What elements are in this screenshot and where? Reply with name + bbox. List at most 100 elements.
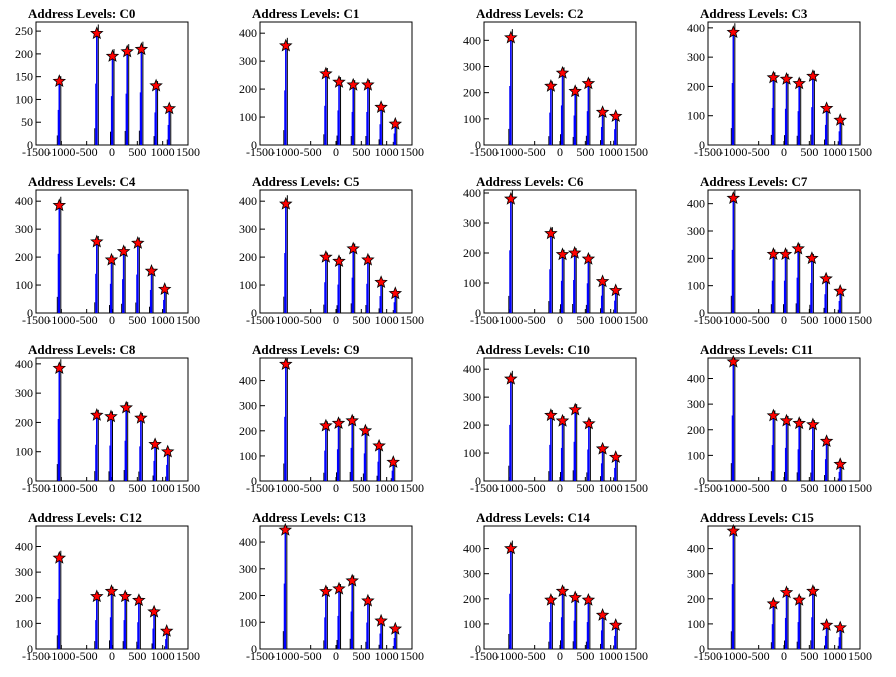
x-tick-label: -1500	[22, 481, 50, 495]
peak-marker	[792, 593, 806, 606]
peak-marker	[806, 584, 820, 597]
subplot-c14: Address Levels: C14 0 100 200 300 400 -1500-10…	[463, 510, 648, 663]
subplot-c11: Address Levels: C11 0 100 200 300 400 -1500-10…	[687, 342, 872, 495]
x-tick-label: 500	[128, 313, 146, 327]
x-tick-label: 500	[352, 145, 370, 159]
subplot-title: Address Levels: C11	[700, 342, 813, 357]
peak-marker	[819, 101, 834, 115]
x-tick-label: 1500	[848, 145, 872, 159]
subplot-c6: Address Levels: C6 0 100 200 300 400 -1500-100…	[463, 174, 648, 327]
peak-marker	[595, 274, 610, 288]
peak-marker	[833, 284, 847, 297]
peak-marker	[544, 408, 558, 422]
x-tick-label: -1000	[495, 145, 523, 159]
subplot-title: Address Levels: C10	[476, 342, 590, 357]
y-tick-label: 400	[687, 372, 705, 386]
y-tick-label: 400	[239, 374, 257, 388]
subplot-c2: Address Levels: C2 0 100 200 300 400 -1500-100…	[463, 6, 648, 159]
x-tick-label: 1500	[400, 313, 424, 327]
y-tick-label: 100	[687, 617, 705, 631]
peak-marker	[346, 241, 360, 255]
x-tick-label: 500	[576, 145, 594, 159]
peak-marker	[132, 593, 146, 607]
peak-marker	[374, 100, 388, 113]
peak-marker	[279, 196, 293, 210]
y-tick-label: 100	[463, 617, 481, 631]
y-tick-label: 200	[463, 592, 481, 606]
y-tick-label: 0	[475, 306, 481, 320]
y-tick-label: 200	[15, 47, 33, 61]
peak-marker	[331, 416, 346, 429]
y-tick-label: 400	[15, 540, 33, 554]
peak-marker	[144, 263, 159, 277]
x-tick-label: 0	[557, 481, 563, 495]
x-tick-label: 500	[128, 481, 146, 495]
peak-marker	[504, 30, 518, 44]
y-tick-label: 0	[475, 138, 481, 152]
peak-marker	[162, 101, 177, 115]
plot-frame	[483, 525, 637, 650]
subplot-title: Address Levels: C1	[252, 6, 359, 21]
peak-marker	[131, 236, 145, 249]
x-tick-label: -500	[76, 481, 98, 495]
y-tick-label: 100	[15, 616, 33, 630]
x-tick-label: -1500	[694, 313, 722, 327]
x-tick-label: 500	[352, 313, 370, 327]
peak-marker	[819, 271, 833, 285]
peak-marker	[504, 541, 518, 555]
x-tick-label: 1000	[375, 145, 399, 159]
x-tick-label: 500	[352, 649, 370, 663]
x-tick-label: 1500	[848, 313, 872, 327]
y-tick-label: 200	[687, 251, 705, 265]
x-tick-label: 1000	[823, 313, 847, 327]
peak-marker	[779, 413, 794, 427]
y-tick-label: 400	[463, 542, 481, 556]
y-tick-label: 100	[463, 276, 481, 290]
y-tick-label: 200	[463, 418, 481, 432]
peak-marker	[134, 410, 148, 424]
x-tick-label: 1500	[400, 481, 424, 495]
x-tick-label: -1500	[246, 313, 274, 327]
x-tick-label: -1500	[694, 481, 722, 495]
subplot-c7: Address Levels: C7 0 100 200 300 400 -1500-100…	[687, 174, 872, 327]
peak-marker	[372, 438, 386, 452]
peak-marker	[806, 417, 820, 431]
x-tick-label: 500	[576, 313, 594, 327]
y-tick-label: 400	[239, 535, 257, 549]
subplot-title: Address Levels: C12	[28, 510, 142, 525]
y-tick-label: 400	[687, 197, 705, 211]
y-tick-label: 150	[15, 70, 33, 84]
peak-marker	[52, 74, 67, 87]
peak-marker	[792, 416, 806, 430]
y-tick-label: 0	[475, 474, 481, 488]
x-tick-label: -1500	[246, 649, 274, 663]
peak-marker	[361, 77, 375, 91]
x-tick-label: 500	[800, 649, 818, 663]
subplot-c4: Address Levels: C4 0 100 200 300 400 -1500-100…	[15, 174, 200, 327]
x-tick-label: -500	[76, 145, 98, 159]
y-tick-label: 300	[463, 390, 481, 404]
x-tick-label: -500	[76, 649, 98, 663]
y-tick-label: 200	[463, 86, 481, 100]
subplot-title: Address Levels: C0	[28, 6, 135, 21]
peak-marker	[568, 590, 582, 604]
subplot-title: Address Levels: C8	[28, 342, 136, 357]
peak-marker	[134, 42, 149, 56]
peak-marker	[386, 455, 401, 468]
peak-marker	[726, 191, 741, 205]
x-tick-label: 1500	[176, 313, 200, 327]
y-tick-label: 300	[239, 54, 257, 68]
subplot-c9: Address Levels: C9 0 100 200 300 400 -1500-100…	[239, 342, 424, 495]
y-tick-label: 300	[239, 399, 257, 413]
y-tick-label: 200	[687, 423, 705, 437]
x-tick-label: -1000	[47, 649, 75, 663]
x-tick-label: 1000	[599, 649, 623, 663]
peak-marker	[608, 283, 623, 297]
y-tick-label: 0	[699, 306, 705, 320]
x-tick-label: -1000	[47, 313, 75, 327]
peak-marker	[555, 584, 570, 597]
x-tick-label: 0	[109, 481, 115, 495]
y-tick-label: 400	[15, 194, 33, 208]
x-tick-label: -500	[524, 145, 546, 159]
peak-marker	[388, 621, 403, 635]
